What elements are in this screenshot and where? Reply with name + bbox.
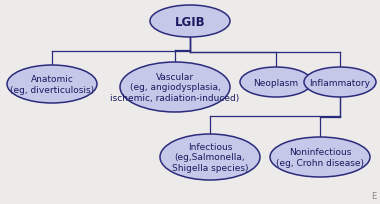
Ellipse shape — [270, 137, 370, 177]
Text: Anatomic
(eg, diverticulosis): Anatomic (eg, diverticulosis) — [10, 75, 94, 94]
Text: Vascular
(eg, angiodysplasia,
ischemic, radiation-induced): Vascular (eg, angiodysplasia, ischemic, … — [110, 72, 240, 103]
Text: Infectious
(eg,Salmonella,
Shigella species): Infectious (eg,Salmonella, Shigella spec… — [172, 142, 248, 172]
Text: Inflammatory: Inflammatory — [309, 78, 370, 87]
Ellipse shape — [7, 66, 97, 103]
Ellipse shape — [160, 134, 260, 180]
Ellipse shape — [304, 68, 376, 98]
Ellipse shape — [240, 68, 312, 98]
Text: Neoplasm: Neoplasm — [253, 78, 299, 87]
Ellipse shape — [150, 6, 230, 38]
Text: E: E — [371, 191, 376, 200]
Text: LGIB: LGIB — [175, 16, 205, 28]
Ellipse shape — [120, 63, 230, 112]
Text: Noninfectious
(eg, Crohn disease): Noninfectious (eg, Crohn disease) — [276, 147, 364, 167]
